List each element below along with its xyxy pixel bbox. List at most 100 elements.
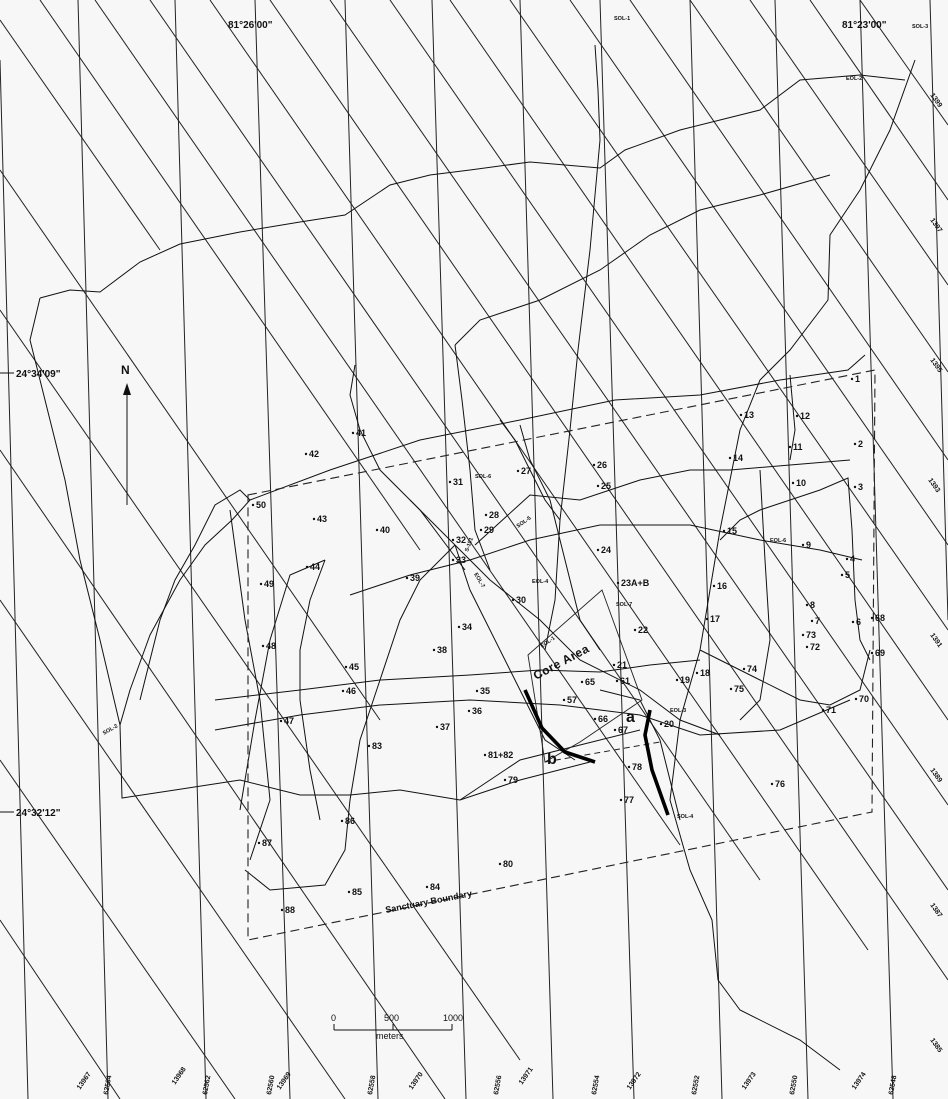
station-marker — [805, 645, 809, 649]
grid-label: 62556 — [493, 1075, 503, 1095]
line-label: EOL-6 — [770, 538, 786, 544]
station-label: 71 — [826, 705, 836, 715]
station-label: 17 — [710, 614, 720, 624]
grid-label: 13972 — [626, 1071, 643, 1091]
station-marker — [516, 469, 520, 473]
station-marker — [854, 697, 858, 701]
station-label: 88 — [285, 905, 295, 915]
grid-label: 62560 — [266, 1075, 276, 1095]
grid-label: 62558 — [367, 1075, 377, 1095]
station-marker — [347, 890, 351, 894]
sanctuary-boundary — [247, 369, 876, 941]
station-marker — [613, 728, 617, 732]
station-marker — [304, 452, 308, 456]
station-label: 28 — [489, 510, 499, 520]
scale-bar — [333, 1024, 453, 1031]
station-marker — [870, 616, 874, 620]
station-label: 20 — [664, 719, 674, 729]
station-label: 22 — [638, 625, 648, 635]
station-label: 27 — [521, 466, 531, 476]
station-label: 12 — [800, 411, 810, 421]
station-marker — [448, 480, 452, 484]
station-label: 43 — [317, 514, 327, 524]
station-label: 8 — [810, 600, 815, 610]
station-label: 39 — [410, 573, 420, 583]
station-label: 14 — [733, 453, 743, 463]
station-marker — [251, 503, 255, 507]
station-marker — [791, 481, 795, 485]
grid-label: 1397 — [928, 217, 943, 234]
station-marker — [739, 413, 743, 417]
station-label: 72 — [810, 642, 820, 652]
grid-label: 13968 — [171, 1066, 188, 1086]
station-label: 66 — [598, 714, 608, 724]
grid-label: 13969 — [276, 1071, 293, 1091]
station-marker — [742, 667, 746, 671]
station-marker — [616, 581, 620, 585]
north-arrow: N — [121, 363, 131, 505]
station-label: 6 — [856, 617, 861, 627]
station-marker — [592, 463, 596, 467]
station-label: 11 — [793, 442, 803, 452]
station-label: 61 — [620, 676, 630, 686]
station-marker — [435, 725, 439, 729]
lat-label-north: 24°34'09" — [16, 369, 61, 380]
station-label: 4 — [850, 554, 855, 564]
station-label: 49 — [264, 579, 274, 589]
line-label: EOL-2 — [846, 76, 862, 82]
station-marker — [596, 548, 600, 552]
station-label: 16 — [717, 581, 727, 591]
station-marker — [659, 722, 663, 726]
lon-label-west: 81°26'00" — [228, 20, 273, 31]
station-marker — [810, 619, 814, 623]
line-label: SOL-6 — [475, 474, 491, 480]
station-label: 45 — [349, 662, 359, 672]
station-marker — [695, 671, 699, 675]
grid-label: 1387 — [928, 902, 943, 919]
station-label: 36 — [472, 706, 482, 716]
station-marker — [367, 744, 371, 748]
station-label: 38 — [437, 645, 447, 655]
line-label: EOL-4 — [532, 579, 549, 585]
station-label: 31 — [453, 477, 463, 487]
station-label: 19 — [680, 675, 690, 685]
station-label: 68 — [875, 613, 885, 623]
station-marker — [728, 456, 732, 460]
station-marker — [593, 717, 597, 721]
grid-label: 62562 — [202, 1075, 212, 1095]
station-marker — [451, 538, 455, 542]
station-label: 46 — [346, 686, 356, 696]
line-label: EOL-3 — [670, 708, 686, 714]
station-label: 10 — [796, 478, 806, 488]
grid-label: 13974 — [851, 1071, 868, 1091]
station-marker — [498, 862, 502, 866]
station-label: 85 — [352, 887, 362, 897]
station-marker — [851, 620, 855, 624]
station-label: 32 — [456, 535, 466, 545]
station-label: 78 — [632, 762, 642, 772]
station-label: 15 — [727, 526, 737, 536]
station-marker — [351, 431, 355, 435]
station-label: 44 — [310, 562, 320, 572]
station-label: 2 — [858, 439, 863, 449]
grid-label: 13970 — [408, 1071, 425, 1091]
station-marker — [675, 678, 679, 682]
station-marker — [845, 557, 849, 561]
station-label: 83 — [372, 741, 382, 751]
station-marker — [801, 633, 805, 637]
grid-label: 62548 — [888, 1075, 898, 1095]
station-marker — [850, 377, 854, 381]
station-label: 41 — [356, 428, 366, 438]
station-marker — [633, 628, 637, 632]
station-label: 75 — [734, 684, 744, 694]
station-label: 25 — [601, 481, 611, 491]
line-label: SOL-4 — [677, 814, 694, 820]
station-label: 74 — [747, 664, 757, 674]
station-marker — [259, 582, 263, 586]
station-marker — [340, 819, 344, 823]
station-marker — [479, 528, 483, 532]
station-marker — [821, 708, 825, 712]
station-label: 26 — [597, 460, 607, 470]
station-label: 42 — [309, 449, 319, 459]
